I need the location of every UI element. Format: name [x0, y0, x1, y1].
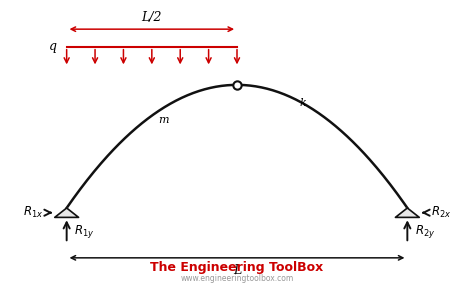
Polygon shape — [55, 208, 79, 217]
Text: $R_{2x}$: $R_{2x}$ — [431, 205, 451, 220]
Text: $R_{1x}$: $R_{1x}$ — [23, 205, 43, 220]
Text: k: k — [300, 98, 307, 108]
Text: www.engineeringtoolbox.com: www.engineeringtoolbox.com — [181, 274, 293, 283]
Text: L: L — [233, 264, 241, 277]
Text: The Engineering ToolBox: The Engineering ToolBox — [150, 261, 324, 274]
Text: q: q — [49, 40, 57, 53]
Text: m: m — [158, 115, 169, 125]
Text: L/2: L/2 — [142, 11, 162, 24]
Polygon shape — [395, 208, 419, 217]
Text: $R_{2y}$: $R_{2y}$ — [415, 222, 436, 240]
Text: $R_{1y}$: $R_{1y}$ — [74, 222, 95, 240]
